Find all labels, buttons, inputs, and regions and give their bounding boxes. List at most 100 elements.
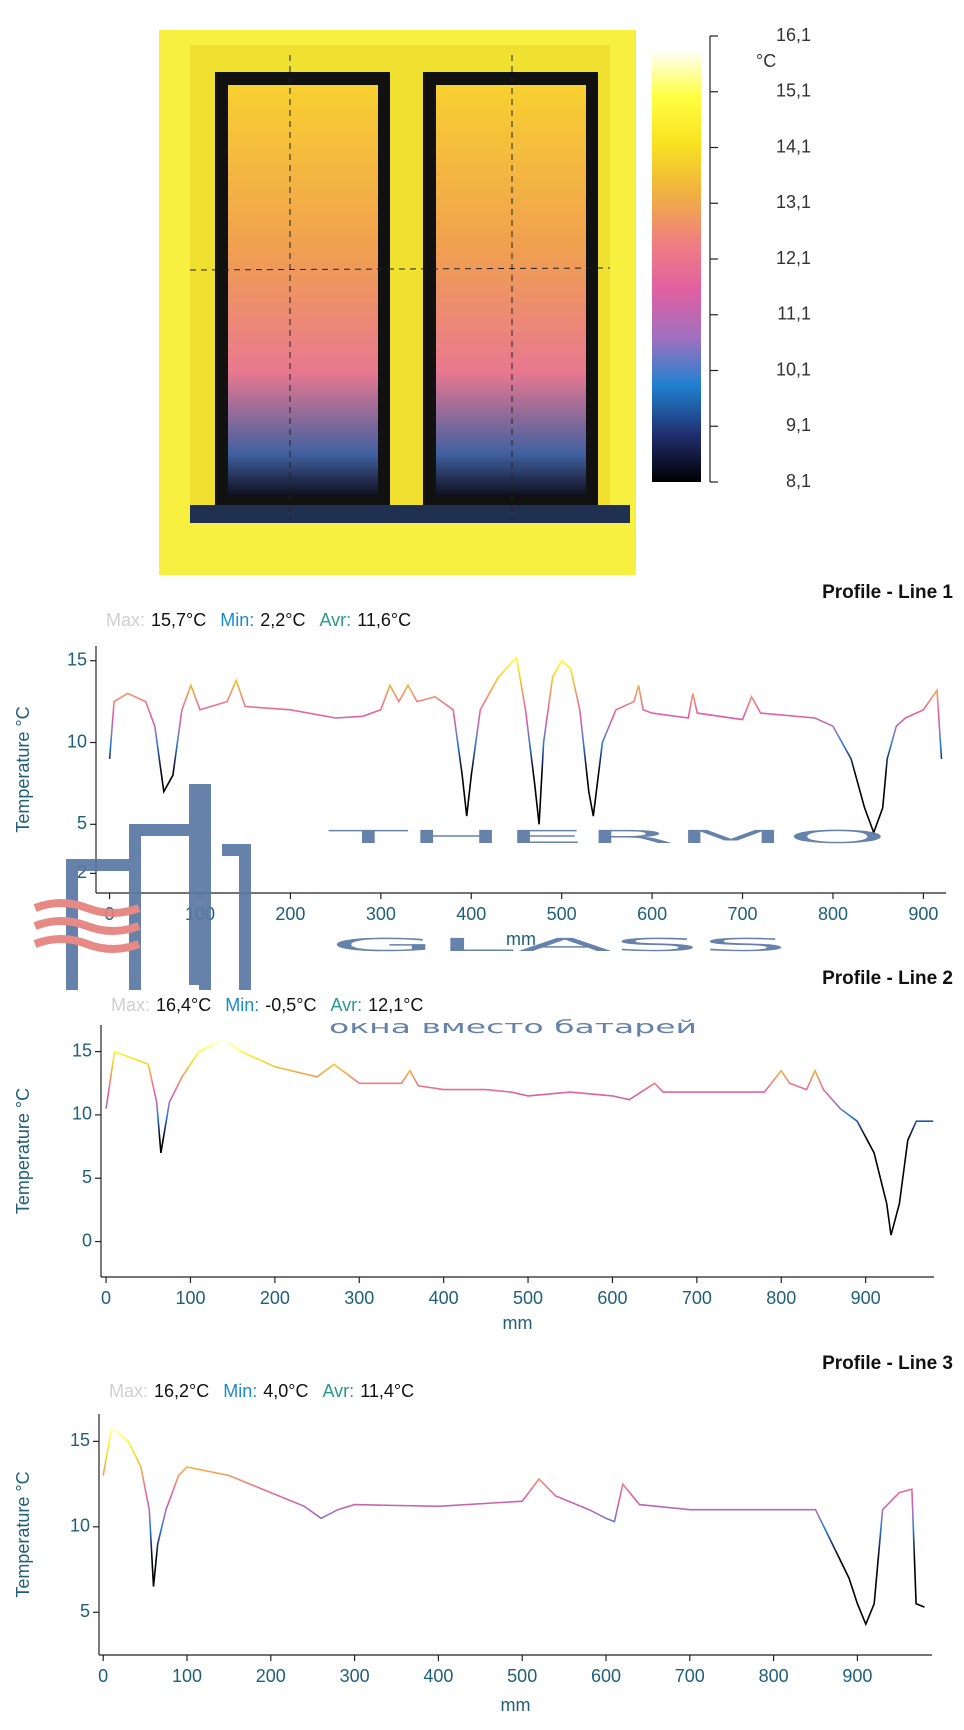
- stat-value: 4,0°C: [263, 1381, 308, 1401]
- x-tick-label: 700: [675, 1666, 705, 1686]
- logo-waves: [33, 899, 141, 953]
- x-tick-label: 400: [429, 1288, 459, 1308]
- stat-label: Min:: [225, 995, 259, 1015]
- x-tick-label: 600: [591, 1666, 621, 1686]
- y-tick-label: 15: [67, 649, 87, 669]
- stat-label: Avr:: [320, 610, 352, 630]
- watermark: THERMO GLASS окна вместо батарей: [33, 784, 888, 1038]
- chart-title: Profile - Line 3: [822, 1353, 953, 1374]
- x-tick-label: 0: [101, 1288, 111, 1308]
- y-tick-label: 15: [70, 1430, 90, 1450]
- x-tick-label: 700: [728, 904, 758, 924]
- stat-label: Min:: [220, 610, 254, 630]
- x-tick-label: 0: [98, 1666, 108, 1686]
- colorbar-tick-label: 16,1: [776, 25, 811, 45]
- x-axis-label: mm: [506, 929, 536, 949]
- stat-value: 15,7°C: [151, 610, 206, 630]
- colorbar-tick-label: 13,1: [776, 192, 811, 212]
- y-axis-label: Temperature °C: [13, 706, 33, 832]
- x-tick-label: 600: [597, 1288, 627, 1308]
- watermark-line1: THERMO: [322, 827, 888, 848]
- stats: Max: 16,2°C Min: 4,0°C Avr: 11,4°C: [109, 1381, 414, 1401]
- profile-line: [102, 1426, 925, 1627]
- chart-title: Profile - Line 1: [822, 582, 953, 603]
- x-tick-label: 600: [637, 904, 667, 924]
- x-tick-label: 700: [682, 1288, 712, 1308]
- logo-building: [66, 784, 251, 990]
- y-tick-label: 0: [82, 1230, 92, 1250]
- x-tick-label: 300: [340, 1666, 370, 1686]
- colorbar-tick-label: 11,1: [777, 304, 811, 324]
- colorbar-unit: °C: [756, 51, 776, 71]
- profile-chart: Profile - Line 2 Max: 16,4°C Min: -0,5°C Avr:…: [13, 968, 953, 1333]
- colorbar-tick-label: 14,1: [776, 136, 811, 156]
- y-tick-label: 10: [67, 731, 87, 751]
- colorbar-tick-label: 10,1: [776, 359, 811, 379]
- profile-line: [108, 655, 943, 835]
- x-tick-label: 100: [172, 1666, 202, 1686]
- x-axis-label: mm: [503, 1313, 533, 1333]
- pane-left: [228, 85, 378, 495]
- x-tick-label: 400: [456, 904, 486, 924]
- stat-value: 2,2°C: [260, 610, 305, 630]
- x-tick-label: 500: [513, 1288, 543, 1308]
- x-tick-label: 500: [507, 1666, 537, 1686]
- y-tick-label: 10: [70, 1516, 90, 1536]
- stat-label: Avr:: [323, 1381, 355, 1401]
- stat-value: 12,1°C: [368, 995, 423, 1015]
- y-tick-label: 15: [72, 1040, 92, 1060]
- x-tick-label: 500: [547, 904, 577, 924]
- watermark-line2: GLASS: [329, 935, 789, 956]
- x-tick-label: 800: [759, 1666, 789, 1686]
- stat-value: 11,6°C: [357, 610, 411, 630]
- stats: Max: 15,7°C Min: 2,2°C Avr: 11,6°C: [106, 610, 411, 630]
- y-tick-label: 5: [77, 813, 87, 833]
- y-tick-label: 2: [77, 862, 87, 882]
- x-tick-label: 300: [344, 1288, 374, 1308]
- thermal-image: [159, 30, 636, 575]
- stat-value: 16,2°C: [154, 1381, 209, 1401]
- x-tick-label: 900: [842, 1666, 872, 1686]
- x-tick-label: 900: [851, 1288, 881, 1308]
- x-tick-label: 800: [766, 1288, 796, 1308]
- x-tick-label: 200: [256, 1666, 286, 1686]
- colorbar-tick-label: 9,1: [786, 415, 811, 435]
- watermark-tagline: окна вместо батарей: [329, 1017, 697, 1038]
- y-tick-label: 5: [80, 1601, 90, 1621]
- profile-line: [105, 1037, 934, 1236]
- stat-value: 16,4°C: [156, 995, 211, 1015]
- colorbar-tick-label: 12,1: [776, 248, 811, 268]
- stat-label: Max:: [109, 1381, 148, 1401]
- x-tick-label: 400: [423, 1666, 453, 1686]
- stats: Max: 16,4°C Min: -0,5°C Avr: 12,1°C: [111, 995, 423, 1015]
- stat-value: 11,4°C: [360, 1381, 414, 1401]
- x-axis-label: mm: [501, 1695, 531, 1715]
- y-tick-label: 5: [82, 1167, 92, 1187]
- chart-title: Profile - Line 2: [822, 968, 953, 989]
- stat-label: Avr:: [330, 995, 362, 1015]
- pane-right: [436, 85, 586, 495]
- sill: [190, 505, 630, 523]
- x-tick-label: 200: [275, 904, 305, 924]
- colorbar-scale: [652, 49, 701, 482]
- stat-label: Max:: [106, 610, 145, 630]
- colorbar-tick-label: 15,1: [776, 81, 811, 101]
- x-tick-label: 800: [818, 904, 848, 924]
- stat-value: -0,5°C: [265, 995, 316, 1015]
- crosshair: [189, 267, 611, 271]
- x-tick-label: 900: [908, 904, 938, 924]
- x-tick-label: 100: [175, 1288, 205, 1308]
- colorbar: 16,1 15,1 14,1 13,1 12,1 11,1 10,1 9,1 8,1: [652, 25, 811, 491]
- y-axis-label: Temperature °C: [13, 1471, 33, 1597]
- colorbar-tick-label: 8,1: [786, 471, 811, 491]
- x-tick-label: 200: [260, 1288, 290, 1308]
- stat-label: Max:: [111, 995, 150, 1015]
- x-tick-label: 300: [366, 904, 396, 924]
- stat-label: Min:: [223, 1381, 257, 1401]
- y-axis-label: Temperature °C: [13, 1088, 33, 1214]
- y-tick-label: 10: [72, 1104, 92, 1124]
